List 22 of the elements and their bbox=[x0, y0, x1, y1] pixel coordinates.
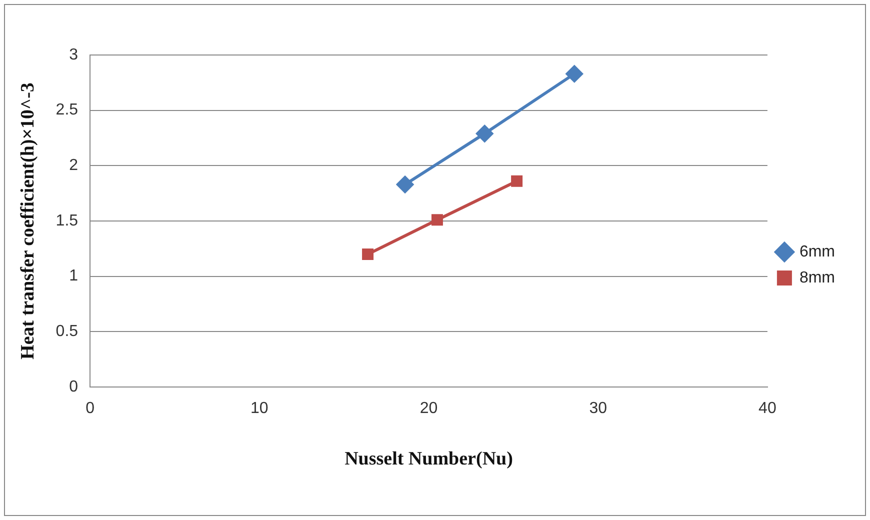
y-tick-label: 0 bbox=[69, 378, 78, 396]
x-tick-label: 20 bbox=[420, 400, 438, 418]
point bbox=[431, 214, 443, 226]
y-tick-label: 0.5 bbox=[56, 323, 78, 340]
point bbox=[396, 176, 414, 193]
y-tick-label: 3 bbox=[69, 46, 78, 64]
x-tick-label: 10 bbox=[250, 400, 268, 418]
x-tick-label: 0 bbox=[86, 400, 95, 418]
point bbox=[566, 65, 583, 82]
y-tick-label: 1 bbox=[69, 268, 78, 285]
y-tick-label: 1.5 bbox=[56, 212, 78, 230]
x-tick-label: 40 bbox=[758, 400, 776, 418]
point bbox=[362, 248, 374, 260]
point bbox=[511, 175, 523, 187]
y-axis-title: Heat transfer coefficient(h)×10^-3 bbox=[17, 82, 38, 360]
legend-label: 8mm bbox=[799, 269, 836, 286]
legend-label: 6mm bbox=[799, 243, 836, 260]
x-tick-label: 30 bbox=[589, 400, 608, 418]
y-tick-label: 2.5 bbox=[56, 102, 78, 119]
point bbox=[476, 125, 494, 142]
y-tick-label: 2 bbox=[69, 157, 78, 174]
x-axis-title: Nusselt Number(Nu) bbox=[344, 448, 513, 470]
